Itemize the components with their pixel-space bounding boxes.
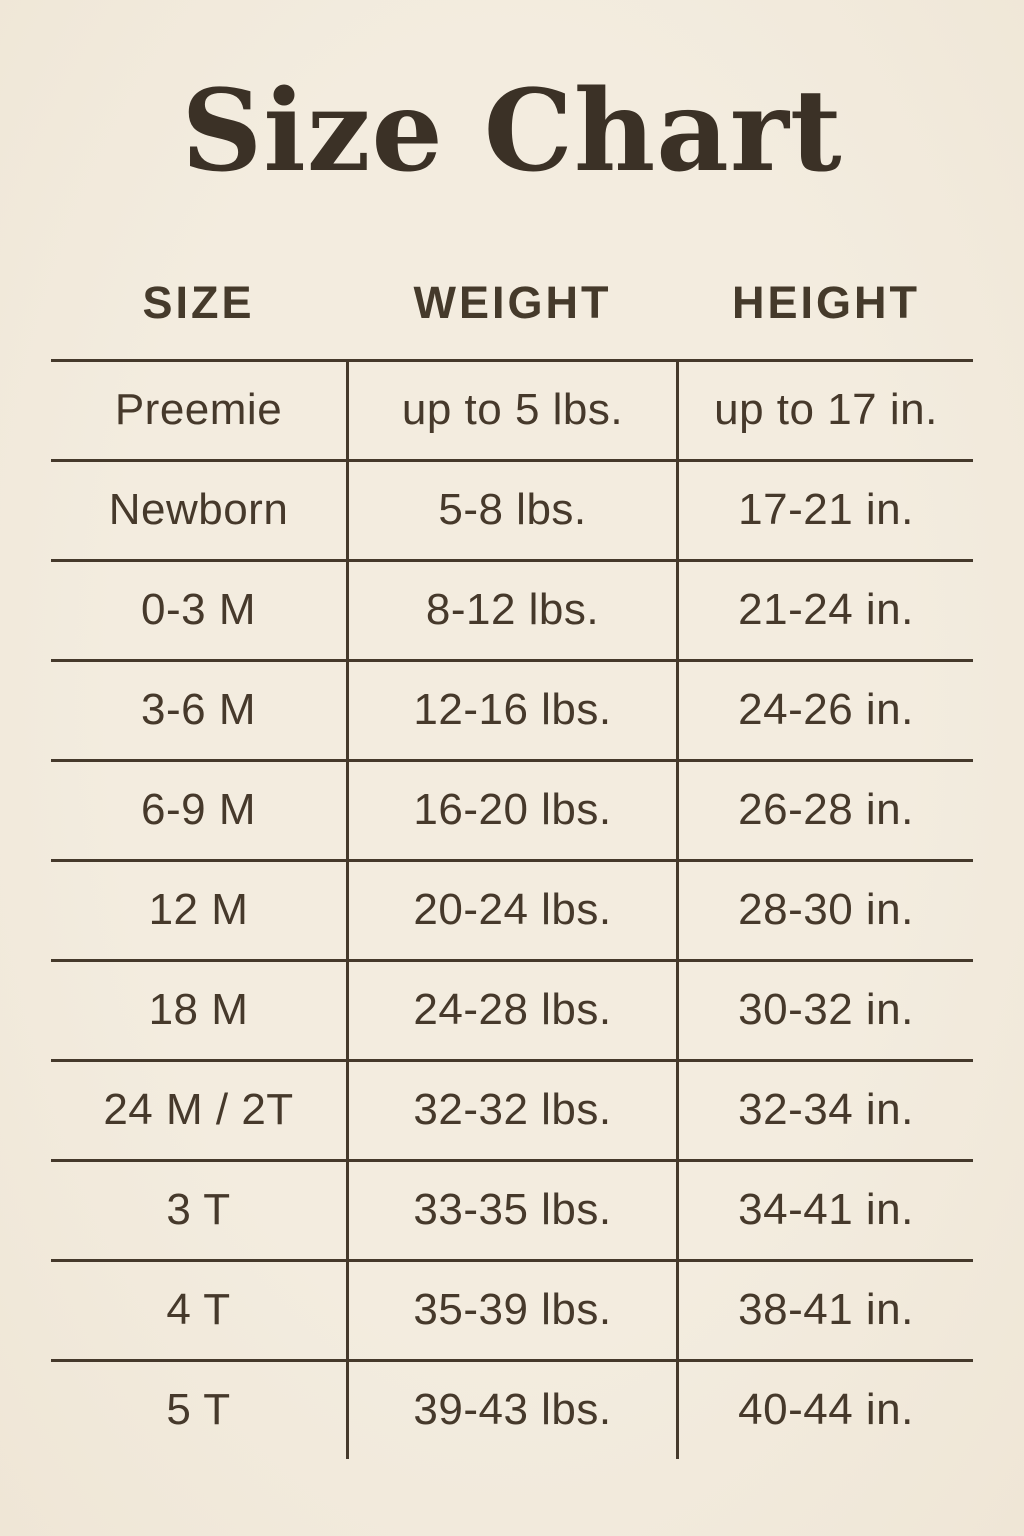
column-header-size: SIZE bbox=[142, 276, 255, 328]
cell-size: 6-9 M bbox=[51, 758, 346, 859]
cell-height: 24-26 in. bbox=[679, 658, 973, 759]
cell-weight: 20-24 lbs. bbox=[346, 858, 679, 959]
column-header-height: HEIGHT bbox=[731, 276, 920, 328]
cell-weight: 39-43 lbs. bbox=[346, 1358, 679, 1459]
cell-weight: 5-8 lbs. bbox=[346, 458, 679, 559]
cell-weight: 12-16 lbs. bbox=[346, 658, 679, 759]
cell-weight: 33-35 lbs. bbox=[346, 1158, 679, 1259]
cell-height: 17-21 in. bbox=[679, 458, 973, 559]
table-body: Preemie up to 5 lbs. up to 17 in. Newbor… bbox=[51, 358, 973, 1459]
cell-weight: up to 5 lbs. bbox=[346, 358, 679, 459]
cell-size: 18 M bbox=[51, 958, 346, 1059]
cell-height: 38-41 in. bbox=[679, 1258, 973, 1359]
cell-size: Preemie bbox=[51, 358, 346, 459]
cell-weight: 24-28 lbs. bbox=[346, 958, 679, 1059]
cell-height: 21-24 in. bbox=[679, 558, 973, 659]
cell-size: 24 M / 2T bbox=[51, 1058, 346, 1159]
cell-weight: 16-20 lbs. bbox=[346, 758, 679, 859]
cell-size: Newborn bbox=[51, 458, 346, 559]
cell-height: up to 17 in. bbox=[679, 358, 973, 459]
cell-weight: 32-32 lbs. bbox=[346, 1058, 679, 1159]
column-header-weight: WEIGHT bbox=[413, 276, 612, 328]
page-title: Size Chart bbox=[181, 66, 843, 197]
cell-height: 28-30 in. bbox=[679, 858, 973, 959]
cell-height: 34-41 in. bbox=[679, 1158, 973, 1259]
cell-size: 12 M bbox=[51, 858, 346, 959]
cell-size: 5 T bbox=[51, 1358, 346, 1459]
cell-size: 4 T bbox=[51, 1258, 346, 1359]
cell-weight: 35-39 lbs. bbox=[346, 1258, 679, 1359]
cell-height: 40-44 in. bbox=[679, 1358, 973, 1459]
cell-size: 3-6 M bbox=[51, 658, 346, 759]
cell-size: 0-3 M bbox=[51, 558, 346, 659]
cell-height: 30-32 in. bbox=[679, 958, 973, 1059]
cell-weight: 8-12 lbs. bbox=[346, 558, 679, 659]
size-chart-table: SIZE WEIGHT HEIGHT Preemie up to 5 lbs. … bbox=[51, 277, 973, 1459]
cell-height: 32-34 in. bbox=[679, 1058, 973, 1159]
table-header-row: SIZE WEIGHT HEIGHT bbox=[51, 277, 973, 329]
cell-size: 3 T bbox=[51, 1158, 346, 1259]
cell-height: 26-28 in. bbox=[679, 758, 973, 859]
